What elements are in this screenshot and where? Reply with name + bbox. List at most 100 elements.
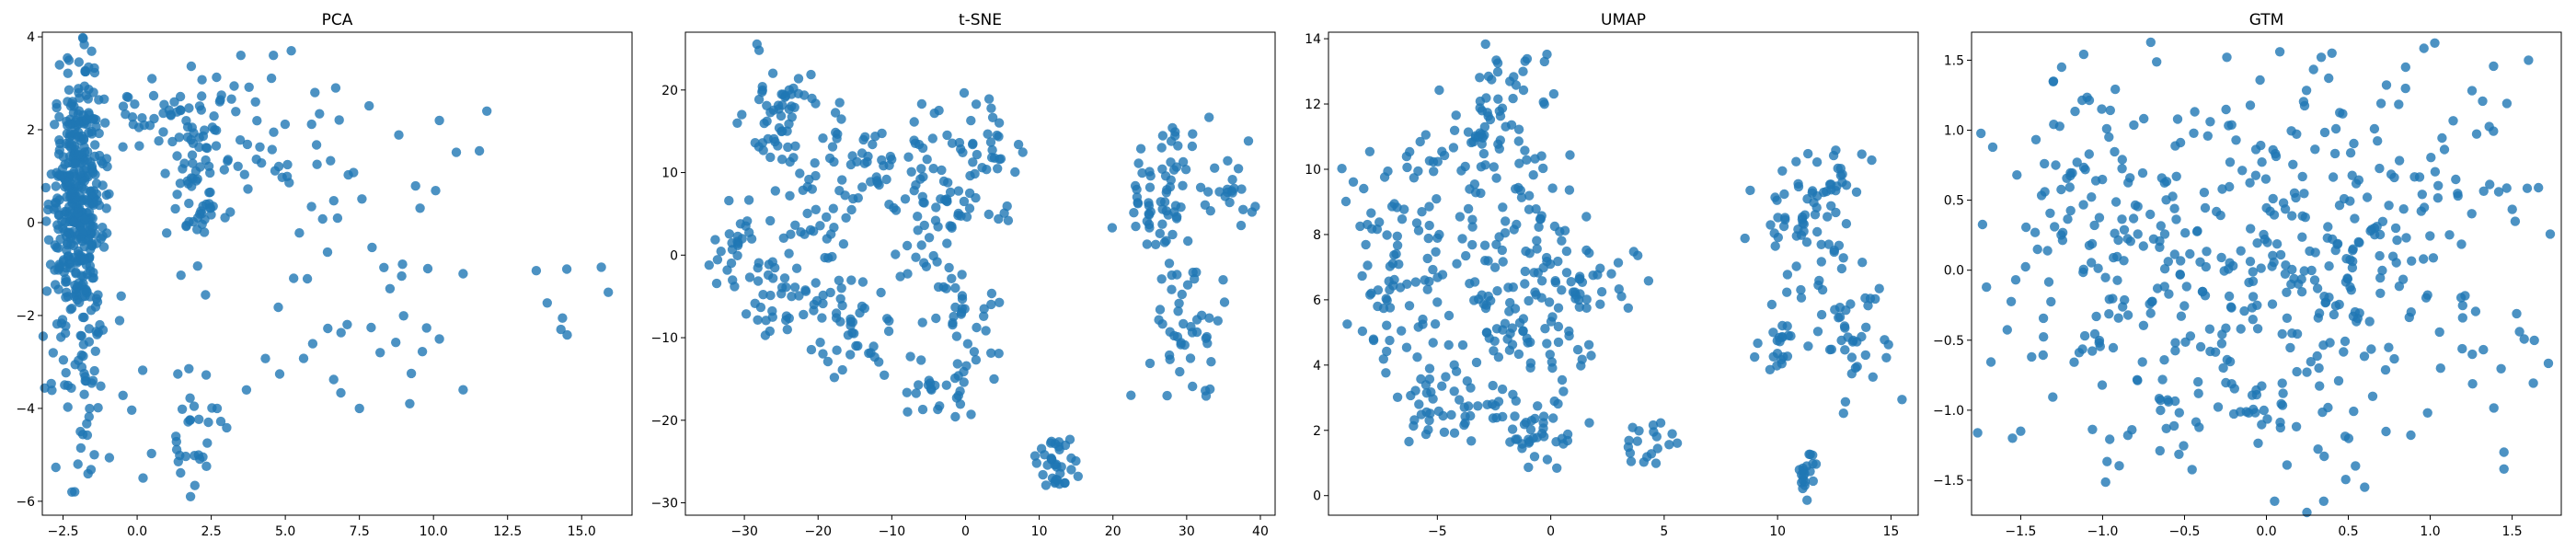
pca-data-point (90, 346, 101, 356)
umap-data-point (1342, 319, 1352, 329)
gtm-data-point (2489, 403, 2499, 413)
gtm-data-point (2030, 134, 2041, 144)
gtm-y-tick-label: −1.5 (1933, 474, 1964, 489)
pca-data-point (57, 171, 67, 181)
umap-data-point (1462, 376, 1473, 386)
tsne-data-point (726, 258, 737, 269)
tsne-data-point (968, 157, 978, 167)
gtm-data-point (2507, 204, 2517, 214)
pca-data-point (64, 254, 75, 264)
gtm-data-point (2501, 98, 2513, 109)
umap-data-point (1745, 185, 1755, 196)
umap-y-tick-label: 14 (1305, 32, 1321, 47)
gtm-data-point (2145, 209, 2156, 220)
gtm-data-point (2419, 254, 2429, 264)
gtm-data-point (2457, 300, 2467, 311)
umap-data-point (1417, 207, 1427, 217)
gtm-data-point (2470, 306, 2481, 316)
pca-data-point (322, 247, 333, 258)
pca-data-point (118, 390, 128, 400)
tsne-data-point (1214, 187, 1225, 197)
umap-data-point (1348, 177, 1359, 187)
pca-data-point (531, 266, 542, 276)
tsne-x-tick-label: −10 (879, 524, 906, 539)
tsne-data-point (776, 155, 788, 165)
gtm-data-point (2314, 362, 2324, 374)
umap-data-point (1791, 156, 1801, 167)
gtm-data-point (2392, 235, 2402, 246)
tsne-data-point (1188, 129, 1198, 139)
tsne-data-point (1132, 184, 1142, 195)
pca-data-point (78, 134, 89, 145)
pca-data-point (596, 262, 606, 272)
gtm-data-point (2110, 228, 2120, 238)
pca-data-point (77, 32, 88, 43)
gtm-data-point (2333, 375, 2344, 386)
tsne-data-point (724, 195, 734, 206)
tsne-data-point (832, 345, 842, 355)
gtm-data-point (2097, 104, 2107, 114)
pca-data-point (482, 106, 492, 117)
tsne-data-point (818, 298, 828, 309)
umap-data-point (1646, 449, 1657, 459)
tsne-data-point (1190, 274, 1200, 284)
umap-data-point (1433, 406, 1444, 417)
pca-data-point (184, 363, 194, 374)
umap-data-point (1389, 199, 1399, 209)
umap-data-point (1414, 399, 1424, 409)
tsne-data-point (924, 233, 935, 243)
umap-data-point (1382, 320, 1392, 330)
pca-data-point (417, 347, 428, 357)
gtm-data-point (2377, 265, 2387, 276)
umap-data-point (1420, 130, 1432, 140)
tsne-data-point (903, 407, 913, 417)
umap-data-point (1473, 294, 1484, 305)
umap-data-point (1588, 270, 1598, 281)
gtm-data-point (2072, 157, 2082, 167)
tsne-data-point (785, 156, 795, 167)
umap-data-point (1840, 345, 1850, 355)
umap-data-point (1561, 246, 1572, 257)
pca-data-point (88, 87, 98, 98)
tsne-data-point (916, 355, 926, 365)
umap-data-point (1420, 380, 1432, 390)
gtm-data-point (2087, 258, 2097, 268)
umap-data-point (1402, 162, 1412, 173)
umap-data-point (1476, 188, 1486, 199)
umap-data-point (1632, 436, 1643, 446)
pca-data-point (385, 283, 396, 293)
umap-data-point (1838, 253, 1848, 263)
pca-data-point (149, 113, 159, 124)
gtm-data-point (2057, 227, 2068, 237)
umap-data-point (1817, 284, 1828, 295)
umap-data-point (1488, 380, 1498, 391)
pca-data-point (212, 403, 223, 414)
tsne-y-tick-label: −30 (650, 497, 678, 512)
gtm-data-point (2185, 248, 2195, 259)
tsne-data-point (818, 290, 828, 301)
tsne-data-point (857, 182, 868, 192)
gtm-data-point (2197, 286, 2208, 297)
tsne-data-point (857, 277, 868, 287)
pca-data-point (91, 238, 102, 248)
pca-data-point (175, 178, 186, 189)
gtm-data-point (2287, 211, 2297, 221)
tsne-data-point (958, 147, 968, 157)
umap-data-point (1553, 321, 1564, 332)
umap-data-point (1392, 392, 1403, 402)
umap-data-point (1406, 390, 1416, 401)
gtm-data-point (2212, 206, 2222, 217)
gtm-data-point (2394, 99, 2404, 109)
tsne-data-point (1219, 297, 1230, 307)
gtm-data-point (2179, 301, 2190, 311)
pca-data-point (202, 438, 213, 448)
pca-data-point (99, 94, 109, 105)
umap-data-point (1511, 184, 1521, 194)
tsne-data-point (805, 224, 816, 236)
umap-data-point (1791, 261, 1801, 271)
tsne-data-point (811, 98, 821, 109)
umap-data-point (1519, 420, 1530, 430)
umap-data-point (1431, 247, 1441, 257)
gtm-data-point (2065, 205, 2076, 216)
tsne-data-point (885, 151, 896, 162)
